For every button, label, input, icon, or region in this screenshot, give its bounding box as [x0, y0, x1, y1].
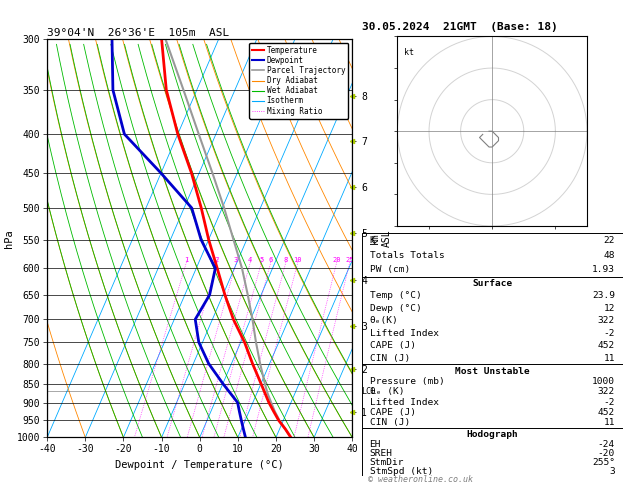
- Text: CIN (J): CIN (J): [369, 418, 409, 427]
- Text: -2: -2: [603, 398, 615, 407]
- Text: CIN (J): CIN (J): [369, 354, 409, 363]
- Text: 5: 5: [259, 258, 264, 263]
- Text: LCL: LCL: [362, 387, 376, 396]
- Text: -24: -24: [598, 440, 615, 449]
- Text: 11: 11: [603, 354, 615, 363]
- Text: Pressure (mb): Pressure (mb): [369, 377, 444, 386]
- Text: EH: EH: [369, 440, 381, 449]
- Text: Totals Totals: Totals Totals: [369, 251, 444, 260]
- Text: 255°: 255°: [592, 458, 615, 467]
- Text: © weatheronline.co.uk: © weatheronline.co.uk: [368, 474, 473, 484]
- Y-axis label: km
ASL: km ASL: [370, 229, 391, 247]
- Text: 11: 11: [603, 418, 615, 427]
- Text: 1.93: 1.93: [592, 265, 615, 274]
- Text: 3: 3: [234, 258, 238, 263]
- Text: 1000: 1000: [592, 377, 615, 386]
- Text: CAPE (J): CAPE (J): [369, 341, 416, 350]
- X-axis label: Dewpoint / Temperature (°C): Dewpoint / Temperature (°C): [115, 460, 284, 470]
- Text: Dewp (°C): Dewp (°C): [369, 303, 421, 312]
- Text: 6: 6: [269, 258, 272, 263]
- Text: 3: 3: [609, 467, 615, 476]
- Text: 20: 20: [332, 258, 341, 263]
- Text: 8: 8: [284, 258, 287, 263]
- Text: 39°04'N  26°36'E  105m  ASL: 39°04'N 26°36'E 105m ASL: [47, 28, 230, 38]
- Text: Most Unstable: Most Unstable: [455, 367, 530, 376]
- Text: kt: kt: [404, 49, 414, 57]
- Text: Temp (°C): Temp (°C): [369, 291, 421, 300]
- Text: Hodograph: Hodograph: [466, 430, 518, 439]
- Text: CAPE (J): CAPE (J): [369, 408, 416, 417]
- Text: Surface: Surface: [472, 279, 512, 289]
- Y-axis label: hPa: hPa: [4, 229, 14, 247]
- Text: 48: 48: [603, 251, 615, 260]
- Text: 322: 322: [598, 387, 615, 397]
- Text: 25: 25: [345, 258, 353, 263]
- Text: 22: 22: [603, 236, 615, 245]
- Text: 30.05.2024  21GMT  (Base: 18): 30.05.2024 21GMT (Base: 18): [362, 22, 557, 32]
- Text: θₑ (K): θₑ (K): [369, 387, 404, 397]
- Text: 4: 4: [248, 258, 252, 263]
- Text: -2: -2: [603, 329, 615, 338]
- Text: SREH: SREH: [369, 449, 392, 458]
- Text: StmDir: StmDir: [369, 458, 404, 467]
- Text: 10: 10: [293, 258, 302, 263]
- Text: 23.9: 23.9: [592, 291, 615, 300]
- Text: 452: 452: [598, 341, 615, 350]
- Text: Lifted Index: Lifted Index: [369, 398, 438, 407]
- Legend: Temperature, Dewpoint, Parcel Trajectory, Dry Adiabat, Wet Adiabat, Isotherm, Mi: Temperature, Dewpoint, Parcel Trajectory…: [249, 43, 348, 119]
- Text: -20: -20: [598, 449, 615, 458]
- Text: 452: 452: [598, 408, 615, 417]
- Text: 12: 12: [603, 303, 615, 312]
- Text: θₑ(K): θₑ(K): [369, 316, 398, 325]
- Text: Lifted Index: Lifted Index: [369, 329, 438, 338]
- Text: K: K: [369, 236, 376, 245]
- Text: 2: 2: [214, 258, 219, 263]
- Text: StmSpd (kt): StmSpd (kt): [369, 467, 433, 476]
- Text: 322: 322: [598, 316, 615, 325]
- Text: 1: 1: [184, 258, 188, 263]
- Text: PW (cm): PW (cm): [369, 265, 409, 274]
